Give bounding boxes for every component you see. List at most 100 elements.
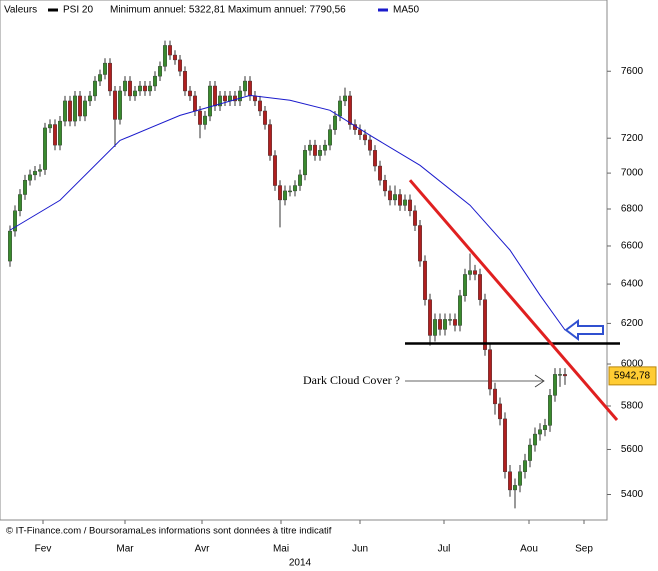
candle-body xyxy=(258,100,263,112)
candle-body xyxy=(358,129,363,135)
candle-body xyxy=(478,274,483,300)
candle-body xyxy=(443,319,448,330)
candle-body xyxy=(528,444,533,461)
candle-body xyxy=(232,95,237,102)
candle-body xyxy=(157,66,162,77)
candle-body xyxy=(23,179,28,195)
legend-ma: MA50 xyxy=(393,5,420,16)
candle-body xyxy=(18,194,23,212)
candle-body xyxy=(137,85,142,92)
candle-body xyxy=(343,95,348,102)
annotation: Dark Cloud Cover ? xyxy=(303,373,400,387)
candle-body xyxy=(7,230,12,262)
annotation-arrowhead xyxy=(534,374,545,388)
y-tick-label: 7600 xyxy=(621,66,644,77)
candle-body xyxy=(328,129,333,146)
candle-body xyxy=(72,95,77,122)
candle-body xyxy=(488,349,493,390)
candle-body xyxy=(518,471,523,486)
candle-body xyxy=(237,90,242,102)
candle-body xyxy=(323,144,328,151)
candle-body xyxy=(112,90,117,120)
candle-body xyxy=(58,120,63,146)
x-tick-label: Mai xyxy=(273,544,289,555)
candle-body xyxy=(498,403,503,420)
candle-body xyxy=(87,95,92,102)
candle-body xyxy=(558,374,563,376)
candle-body xyxy=(222,95,227,102)
candle-body xyxy=(117,90,122,120)
candle-body xyxy=(167,45,172,56)
candle-body xyxy=(187,90,192,97)
candle-body xyxy=(38,169,43,172)
candle-body xyxy=(268,124,273,156)
candle-body xyxy=(563,374,568,377)
candle-body xyxy=(458,295,463,326)
y-tick-label: 7200 xyxy=(621,133,644,144)
candle-body xyxy=(373,150,378,167)
candle-body xyxy=(197,110,202,125)
candle-body xyxy=(308,144,313,151)
candle-body xyxy=(67,100,72,122)
candle-body xyxy=(313,144,318,156)
candle-body xyxy=(12,210,17,232)
candle-body xyxy=(92,80,97,97)
x-title: 2014 xyxy=(289,558,312,569)
candle-body xyxy=(408,199,413,212)
candle-body xyxy=(147,85,152,92)
y-tick-label: 5800 xyxy=(621,401,644,412)
candle-body xyxy=(293,185,298,192)
candle-body xyxy=(473,270,478,275)
candle-body xyxy=(423,260,428,300)
candle-body xyxy=(53,124,58,146)
candle-body xyxy=(43,127,48,170)
y-tick-label: 5400 xyxy=(621,489,644,500)
candle-body xyxy=(192,95,197,112)
candle-body xyxy=(333,115,338,130)
candle-body xyxy=(28,174,33,181)
trendline xyxy=(408,179,619,421)
x-tick-label: Avr xyxy=(195,544,210,555)
last-price-label: 5942,78 xyxy=(614,371,651,382)
legend-label: Valeurs xyxy=(4,5,37,16)
y-tick-label: 7000 xyxy=(621,168,644,179)
candle-body xyxy=(338,100,343,117)
candle-body xyxy=(413,210,418,226)
candle-body xyxy=(172,54,177,61)
candle-body xyxy=(533,433,538,446)
candle-body xyxy=(247,80,252,97)
blue-arrow xyxy=(564,319,604,341)
candle-body xyxy=(107,62,112,92)
candle-body xyxy=(398,194,403,206)
candle-body xyxy=(33,171,38,176)
candle-body xyxy=(82,100,87,117)
y-tick-label: 6600 xyxy=(621,241,644,252)
ma50-line xyxy=(9,94,566,331)
candle-body xyxy=(523,460,528,472)
candle-body xyxy=(508,471,513,491)
y-tick-label: 6400 xyxy=(621,279,644,290)
candle-body xyxy=(273,155,278,186)
candle-body xyxy=(368,139,373,151)
candle-body xyxy=(48,124,53,129)
candle-body xyxy=(242,80,247,92)
candle-body xyxy=(177,59,182,72)
candle-body xyxy=(348,95,353,125)
plot-frame xyxy=(0,0,608,521)
candle-body xyxy=(448,319,453,321)
candle-body xyxy=(363,134,368,141)
candle-body xyxy=(122,80,127,92)
candle-body xyxy=(288,190,293,193)
candle-body xyxy=(318,150,323,156)
x-tick-label: Mar xyxy=(116,544,134,555)
candle-body xyxy=(227,95,232,102)
last-price-box xyxy=(608,366,657,386)
candle-body xyxy=(212,85,217,107)
candle-body xyxy=(263,110,268,125)
y-tick-label: 6200 xyxy=(621,318,644,329)
candle-body xyxy=(548,395,553,426)
candle-body xyxy=(538,429,543,435)
candle-body xyxy=(217,95,222,107)
candle-body xyxy=(278,185,283,201)
